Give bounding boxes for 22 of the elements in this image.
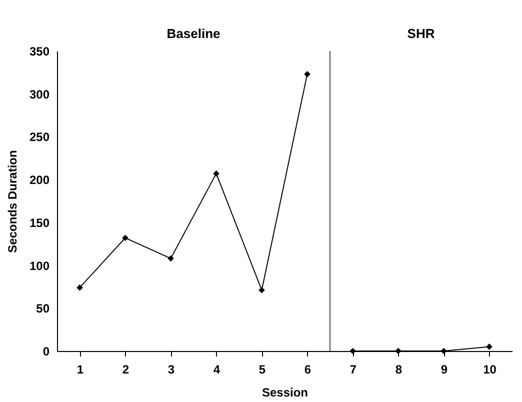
text: SHR [407, 26, 436, 41]
text: Baseline [166, 26, 220, 41]
x-tick-label: 7 [350, 362, 357, 376]
x-tick-label: 3 [168, 362, 175, 376]
y-tick-label: 300 [29, 87, 50, 102]
y-tick-label: 250 [29, 130, 50, 144]
x-tick-label: 1 [76, 362, 84, 376]
y-tick-label: 150 [29, 216, 50, 230]
x-tick-label: 8 [395, 362, 402, 376]
y-tick-label: 0 [42, 344, 50, 358]
x-tick-label: 4 [213, 362, 220, 376]
x-tick-label: 6 [304, 362, 312, 376]
y-axis-title: Seconds Duration [5, 150, 20, 253]
x-axis-title: Session [262, 386, 308, 400]
x-tick-label: 2 [122, 362, 130, 376]
x-tick-label: 9 [440, 362, 448, 376]
x-tick-label: 5 [258, 362, 266, 376]
y-tick-label: 350 [29, 44, 50, 58]
y-tick-label: 100 [29, 258, 50, 273]
y-tick-label: 200 [29, 173, 50, 188]
x-tick-label: 10 [483, 362, 497, 376]
y-tick-label: 50 [36, 302, 50, 316]
